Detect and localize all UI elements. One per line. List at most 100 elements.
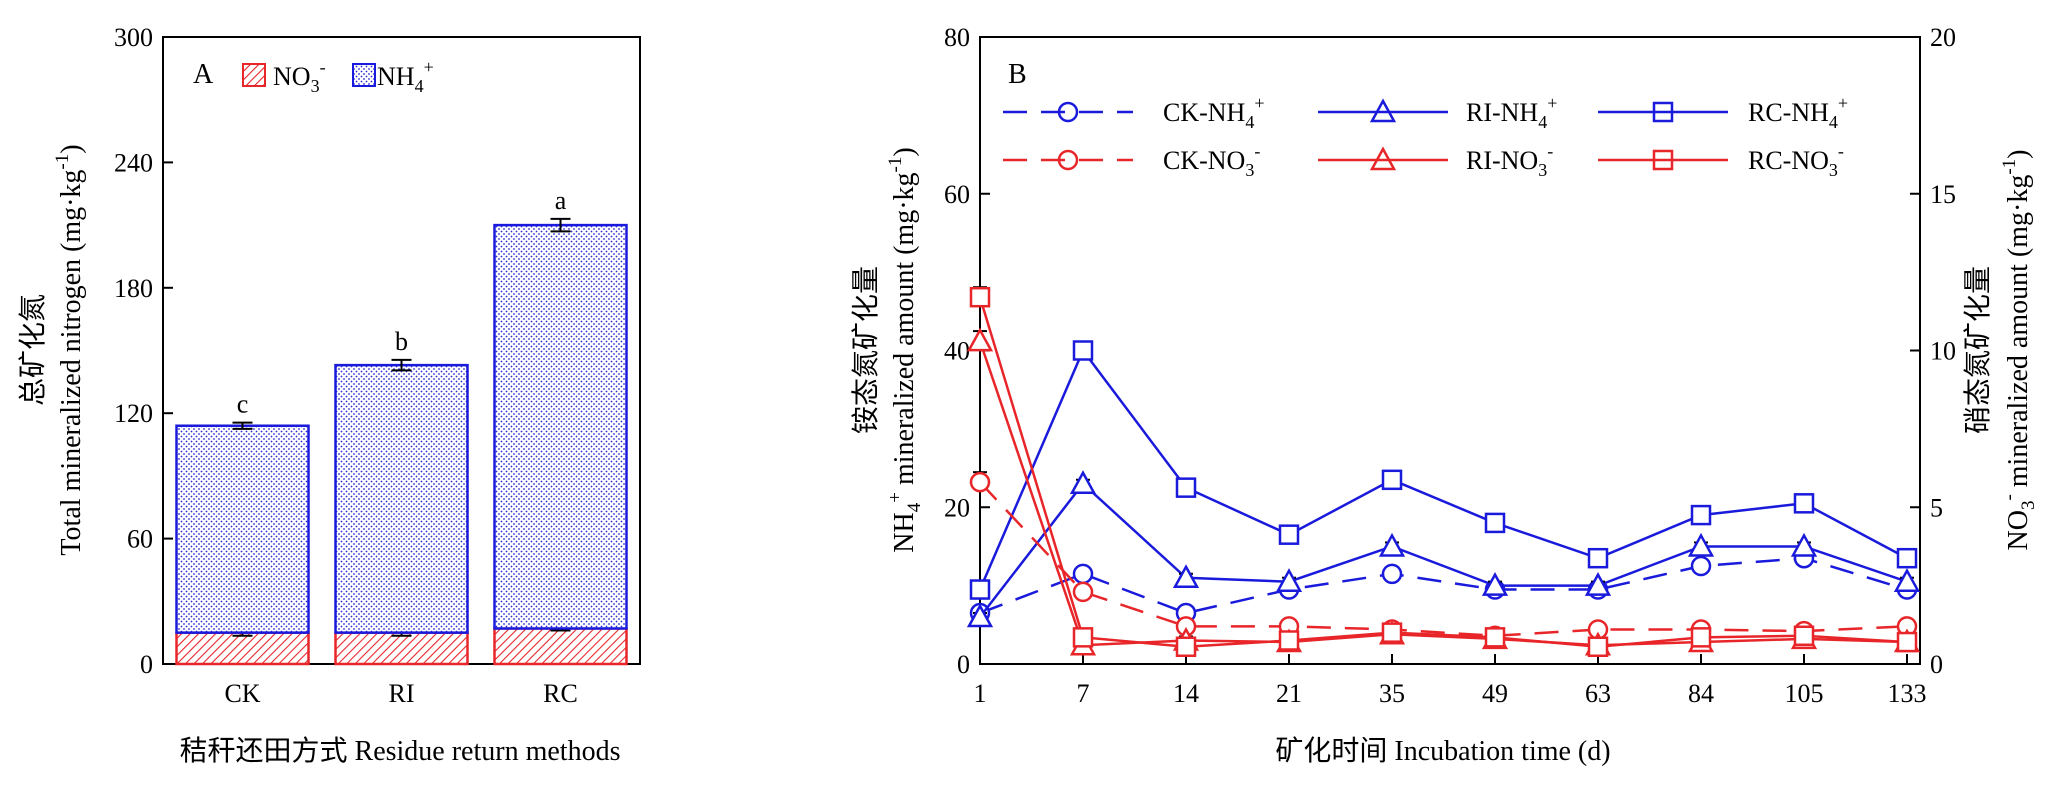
panel-a-y-ticks: 0 60 120 180 240 300: [114, 23, 173, 679]
bar-ri-nh4: [334, 363, 469, 634]
point-ck-nh4-35: [1381, 563, 1403, 585]
b-x-tick-label-133: 133: [1888, 679, 1927, 708]
legend-label-ck-nh4: CK-NH4+: [1163, 93, 1265, 132]
panel-b-right-y-axis-title-en: NO3- mineralized amount (mg·kg-1): [1999, 149, 2039, 550]
legend-label-ri-no3: RI-NO3-: [1466, 141, 1553, 180]
b-x-tick-label-84: 84: [1688, 679, 1714, 708]
panel-b-left-y-axis-title-cn: 铵态氮矿化量: [850, 266, 882, 434]
point-rc-nh4-1: [969, 579, 991, 600]
panel-a-letter: A: [193, 59, 214, 90]
bar-ri-no3: [334, 631, 469, 666]
point-rc-no3-133: [1896, 631, 1918, 653]
point-ri-nh4-1: [966, 603, 994, 628]
sig-letter-ck-1: c: [237, 390, 249, 419]
point-ri-nh4-49: [1481, 572, 1509, 596]
line-rc-nh4: [978, 348, 1908, 591]
sig-letter-rc-1: a: [555, 186, 567, 215]
panel-a-y-axis-title-cn: 总矿化氮: [17, 294, 49, 406]
b-x-tick-label-49: 49: [1482, 679, 1508, 708]
panel-b-letter: B: [1008, 59, 1027, 90]
legend-label-ri-nh4: RI-NH4+: [1466, 93, 1557, 132]
a-x-tick-label-ck: CK: [224, 679, 260, 708]
point-rc-nh4-133: [1896, 547, 1918, 569]
a-y-tick-label-0: 0: [140, 650, 153, 679]
panel-b-left-y-ticks: 0 20 40 60 80: [944, 23, 990, 679]
point-rc-no3-7: [1072, 627, 1094, 648]
point-rc-no3-63: [1587, 636, 1609, 658]
point-ck-nh4-84: [1690, 555, 1712, 577]
panel-a-y-axis-title-en: Total mineralized nitrogen (mg·kg-1): [52, 144, 87, 555]
b-left-y-tick-label-2: 40: [944, 337, 970, 366]
point-ri-nh4-21: [1275, 568, 1303, 592]
b-left-y-tick-label-0: 0: [957, 650, 970, 679]
b-x-tick-label-14: 14: [1173, 679, 1199, 708]
line-ck-nh4: [979, 556, 1908, 615]
b-x-tick-label-21: 21: [1276, 679, 1302, 708]
legend-item-rc-nh4: RC-NH4+: [1598, 93, 1848, 132]
bar-ck-nh4: [175, 424, 310, 634]
a-y-tick-label-4: 240: [114, 148, 153, 177]
legend-item-ri-no3: RI-NO3-: [1318, 141, 1553, 180]
sig-letter-ri-1: b: [395, 327, 408, 356]
legend-label-nh4: NH4+: [377, 57, 434, 96]
panel-b-right-y-axis-title-cn: 硝态氮矿化量: [1962, 266, 1994, 434]
point-ri-nh4-84: [1687, 532, 1715, 557]
b-x-tick-label-63: 63: [1585, 679, 1611, 708]
point-rc-no3-21: [1278, 630, 1300, 651]
series-ri-no3: [966, 327, 1921, 656]
line-rc-no3: [978, 296, 1908, 649]
line-ri-no3: [978, 340, 1908, 647]
panel-a-legend: NO3- NH4+: [242, 57, 434, 96]
legend-label-rc-no3: RC-NO3-: [1748, 141, 1844, 180]
point-ri-nh4-133: [1893, 568, 1921, 592]
b-left-y-tick-label-1: 20: [944, 493, 970, 522]
point-rc-nh4-14: [1175, 477, 1197, 498]
point-ri-nh4-14: [1172, 564, 1200, 589]
point-rc-nh4-35: [1381, 469, 1403, 491]
point-rc-nh4-63: [1587, 547, 1609, 569]
bar-rc-nh4: [493, 223, 628, 630]
legend-swatch-nh4: [352, 63, 376, 87]
point-rc-nh4-84: [1690, 504, 1712, 526]
legend-label-no3: NO3-: [273, 57, 326, 96]
panel-b-series: [966, 286, 1921, 658]
point-ri-nh4-7: [1069, 470, 1097, 494]
a-x-tick-label-rc: RC: [543, 679, 578, 708]
legend-item-ck-nh4: CK-NH4+: [1003, 93, 1265, 132]
panel-a-x-axis-title: 秸秆还田方式 Residue return methods: [180, 735, 621, 767]
line-ck-no3: [979, 481, 1908, 638]
b-x-tick-label-7: 7: [1077, 679, 1090, 708]
series-rc-no3: [969, 286, 1918, 658]
b-right-y-tick-label-0: 0: [1930, 650, 1943, 679]
series-ck-nh4: [969, 547, 1918, 624]
b-left-y-tick-label-4: 80: [944, 23, 970, 52]
point-ri-nh4-35: [1378, 532, 1406, 557]
point-rc-no3-105: [1793, 625, 1815, 647]
series-ri-nh4: [966, 470, 1921, 628]
panel-b-left-y-axis-title-en: NH4+ mineralized amount (mg·kg-1): [885, 147, 925, 552]
a-y-tick-label-2: 120: [114, 399, 153, 428]
point-rc-nh4-105: [1793, 493, 1815, 514]
series-ck-no3: [969, 471, 1918, 647]
legend-label-ck-no3: CK-NO3-: [1163, 141, 1260, 180]
a-y-tick-label-3: 180: [114, 274, 153, 303]
panel-b-right-y-ticks: 0 5 10 15 20: [1910, 23, 1956, 679]
b-right-y-tick-label-3: 15: [1930, 180, 1956, 209]
panel-b-x-ticks: 1 7 14 21 35 49 63 84 105 133: [974, 654, 1927, 708]
point-rc-no3-84: [1690, 627, 1712, 648]
panel-a-bars: acabaa: [175, 186, 628, 666]
a-y-tick-label-1: 60: [127, 525, 153, 554]
b-x-tick-label-35: 35: [1379, 679, 1405, 708]
b-x-tick-label-1: 1: [974, 679, 987, 708]
legend-swatch-no3: [242, 63, 266, 87]
panel-b-frame: [979, 36, 1921, 665]
panel-b-legend: CK-NH4+ RI-NH4+ RC-NH4+ CK-NO3- RI-NO3-: [1003, 93, 1848, 180]
point-rc-nh4-7: [1072, 340, 1094, 361]
b-x-tick-label-105: 105: [1785, 679, 1824, 708]
panel-b-x-axis-title: 矿化时间 Incubation time (d): [1275, 735, 1610, 767]
legend-item-rc-no3: RC-NO3-: [1598, 141, 1844, 180]
point-rc-no3-35: [1381, 622, 1403, 643]
legend-item-ri-nh4: RI-NH4+: [1318, 93, 1557, 132]
